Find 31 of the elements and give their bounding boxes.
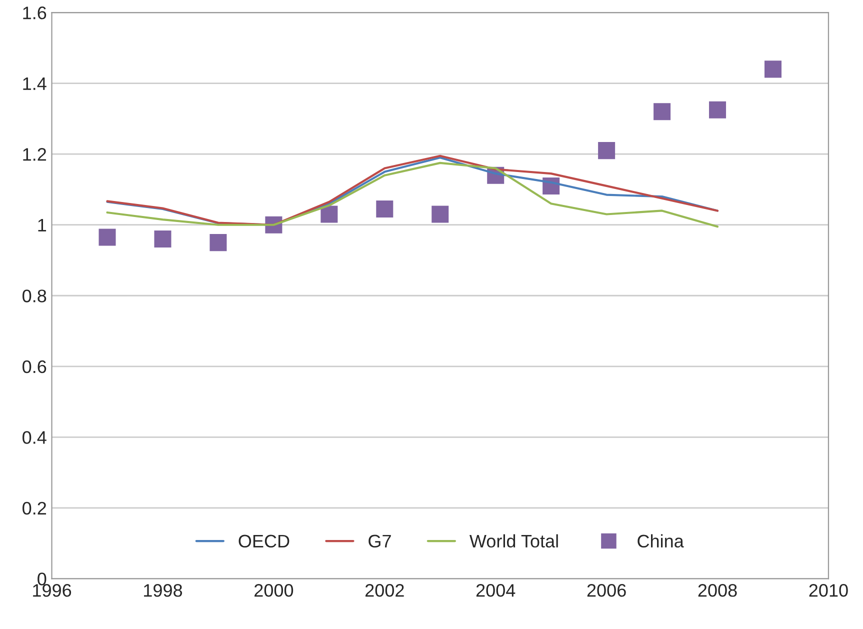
legend-label: G7 xyxy=(368,534,391,548)
point xyxy=(98,228,116,246)
legend-label: OECD xyxy=(238,534,290,548)
y-tick-label: 1 xyxy=(38,218,46,232)
x-tick-label: 2008 xyxy=(698,584,737,597)
y-tick-label: 0 xyxy=(38,572,46,586)
x-tick-label: 2000 xyxy=(254,584,294,597)
point xyxy=(654,103,671,120)
x-tick-label: 2002 xyxy=(365,584,404,597)
y-tick-label: 0.8 xyxy=(22,290,46,302)
point xyxy=(210,234,227,252)
point xyxy=(320,206,338,223)
x-tick-label: 2010 xyxy=(809,584,848,597)
point xyxy=(432,206,449,223)
x-tick-label: 2004 xyxy=(476,584,516,597)
legend-label: World Total xyxy=(470,534,558,548)
x-tick-label: 1998 xyxy=(144,584,182,597)
point xyxy=(709,101,726,118)
y-tick-label: 1.4 xyxy=(23,77,46,90)
y-tick-label: 1.6 xyxy=(23,6,46,20)
y-tick-label: 0.2 xyxy=(22,502,46,515)
x-tick-label: 2006 xyxy=(587,584,626,597)
legend-label: China xyxy=(638,534,684,548)
x-tick-label: 1996 xyxy=(33,584,72,597)
y-tick-label: 1.2 xyxy=(23,148,46,161)
point xyxy=(764,60,782,78)
point xyxy=(598,142,616,160)
y-tick-label: 0.4 xyxy=(22,431,46,444)
point xyxy=(154,230,172,248)
point xyxy=(376,200,394,218)
y-tick-label: 0.6 xyxy=(22,360,46,374)
